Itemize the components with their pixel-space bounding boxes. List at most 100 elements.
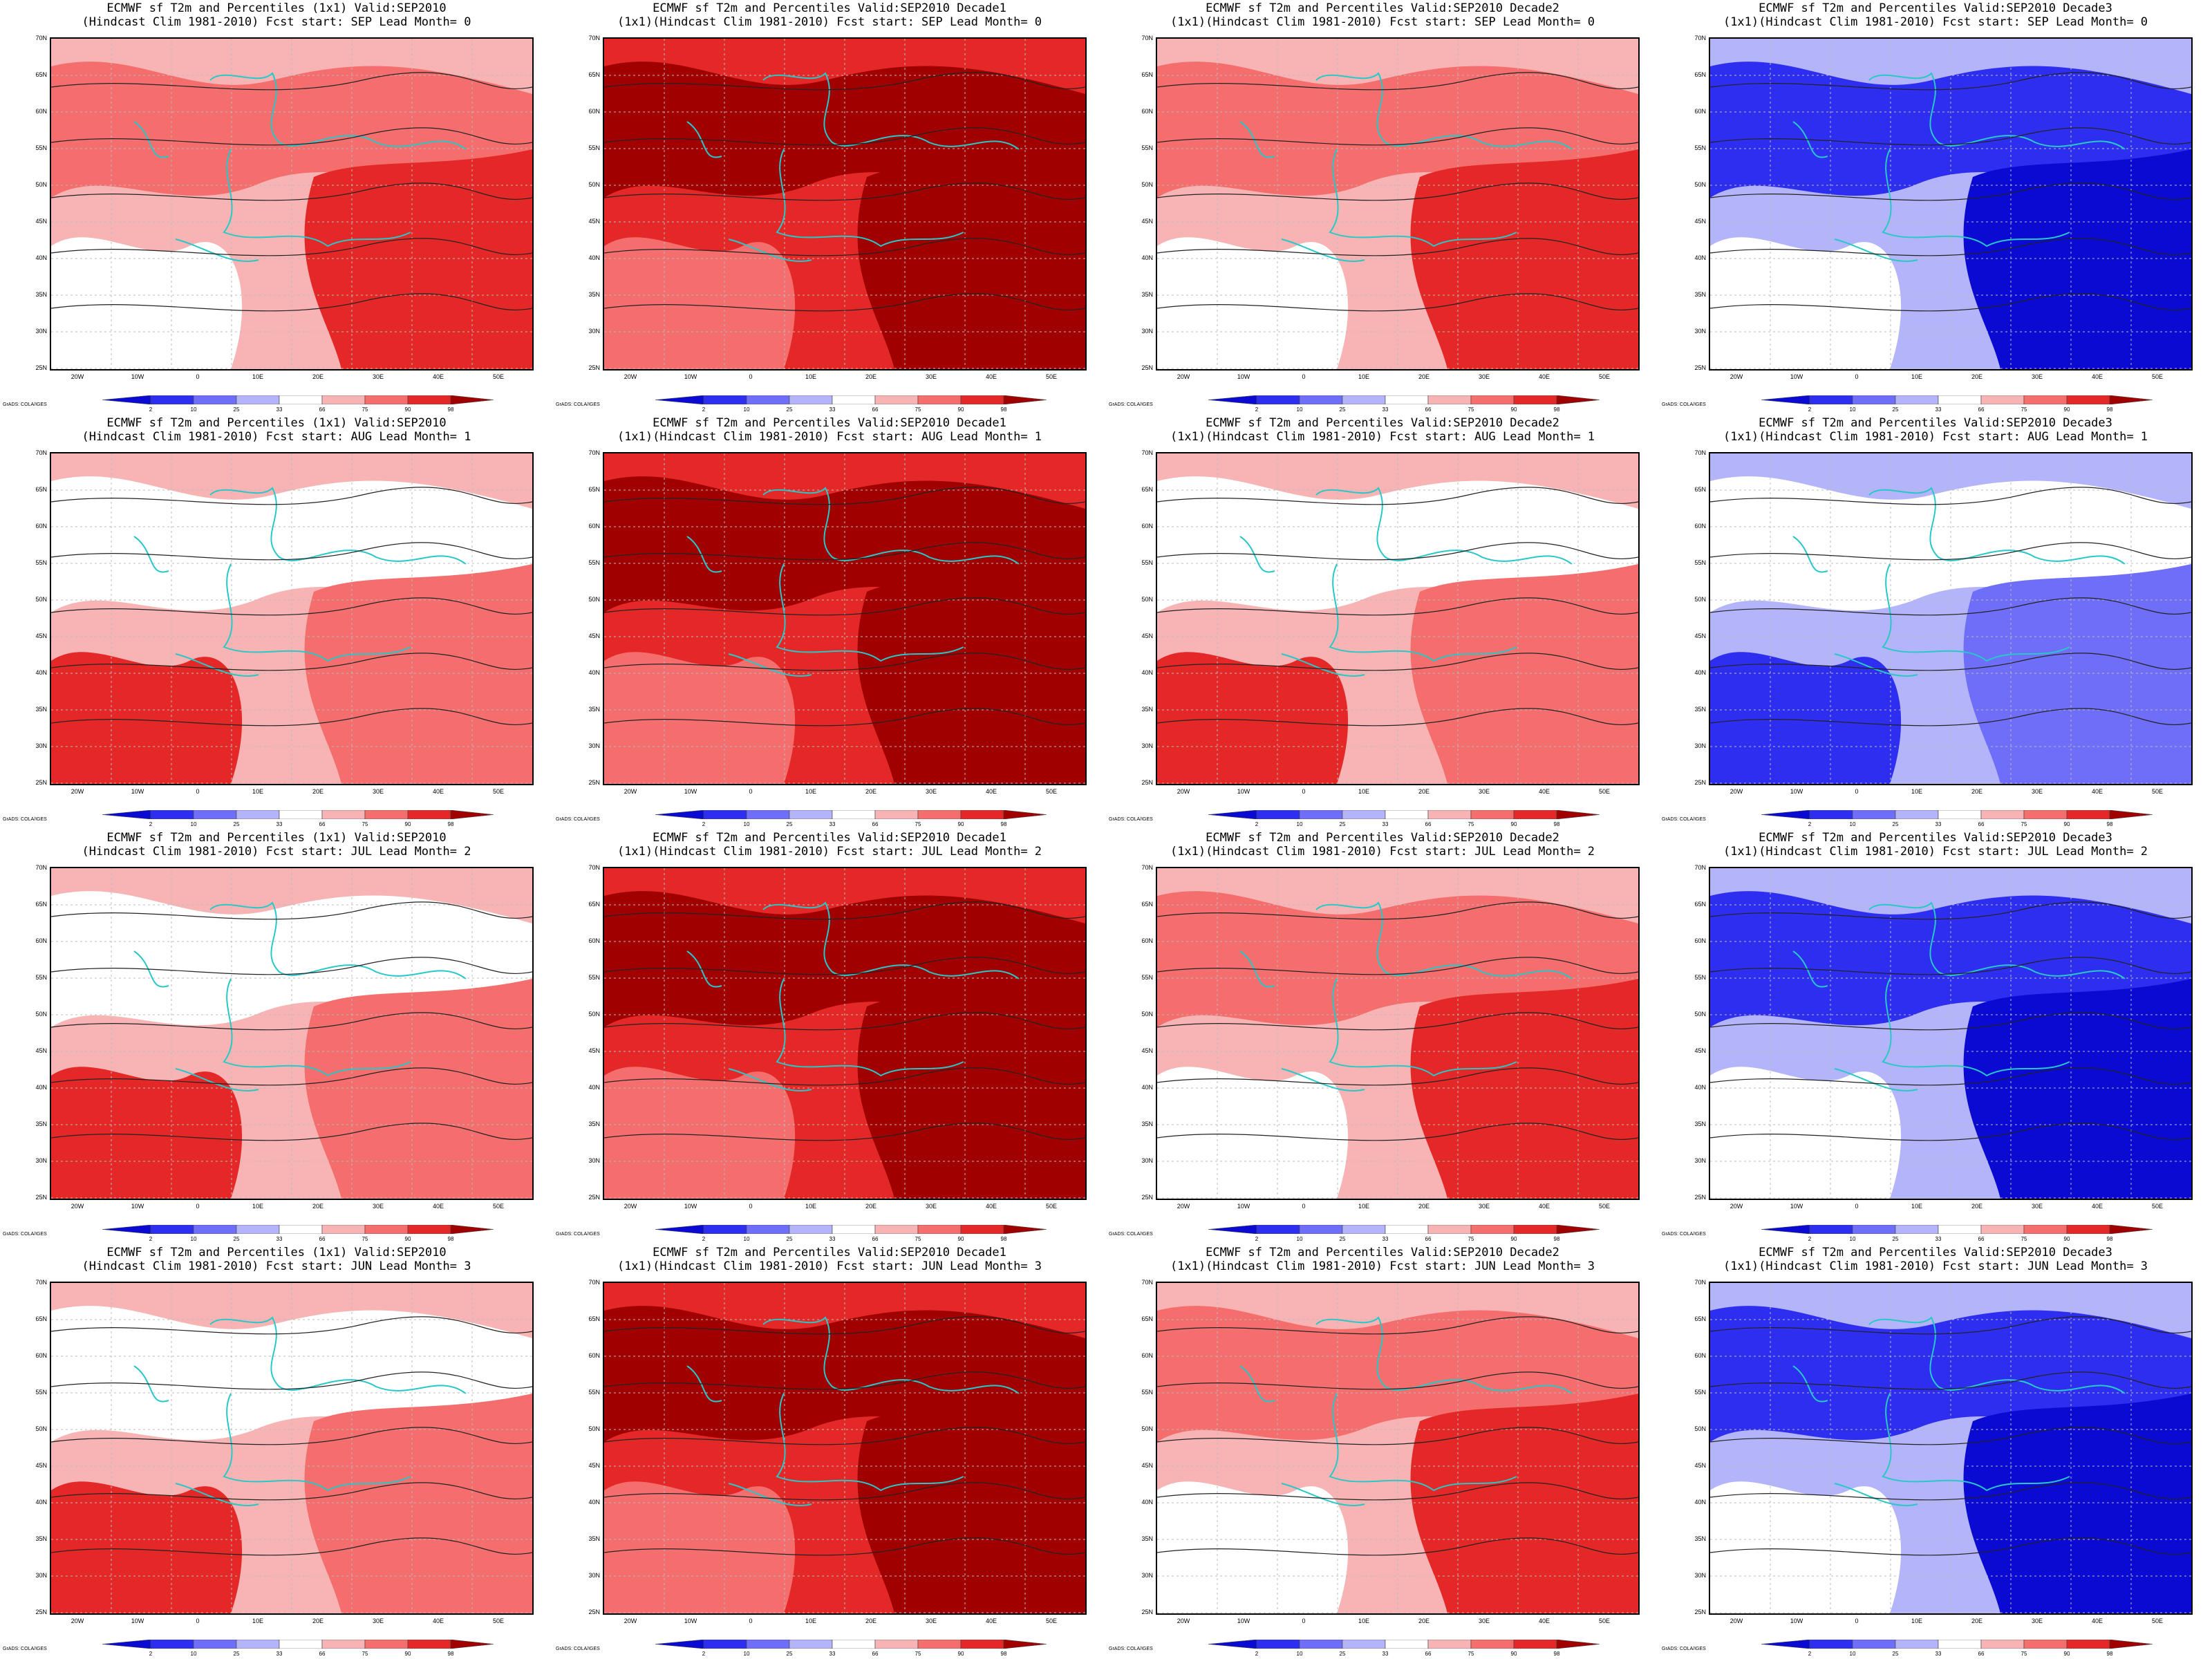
colorbar-label: 10 (743, 406, 750, 413)
panel-title: ECMWF sf T2m and Percentiles (1x1) Valid… (0, 1, 553, 29)
longitude-tick-label: 10W (684, 1618, 697, 1624)
colorbar-swatch (2066, 1640, 2110, 1649)
percentile-shading (857, 1394, 1085, 1613)
percentile-field (51, 39, 532, 369)
colorbar-label: 2 (1808, 1651, 1812, 1657)
colorbar-swatch (1208, 1640, 1257, 1649)
colorbar-swatch (1895, 395, 1939, 404)
longitude-tick-label: 40E (2091, 788, 2103, 795)
temperature-isoline (1710, 238, 2191, 256)
latitude-tick-label: 25N (1141, 1609, 1153, 1615)
colorbar-swatch (2023, 1225, 2068, 1234)
latitude-tick-label: 50N (35, 1011, 47, 1018)
map-panel: ECMWF sf T2m and Percentiles Valid:SEP20… (553, 1244, 1106, 1659)
colorbar-label: 75 (2021, 1651, 2027, 1657)
grads-credit: GrADS: COLA/IGES (556, 1232, 600, 1237)
latitude-tick-label: 65N (1141, 71, 1153, 78)
colorbar-swatch (236, 1640, 280, 1649)
grads-credit: GrADS: COLA/IGES (1109, 402, 1153, 407)
panel-subtitle-line: (1x1)(Hindcast Clim 1981-2010) Fcst star… (1723, 430, 2148, 444)
latitude-tick-label: 45N (35, 632, 47, 639)
colorbar-label: 98 (1000, 1651, 1007, 1657)
map-panel: ECMWF sf T2m and Percentiles Valid:SEP20… (553, 830, 1106, 1244)
map-plot-area (1156, 452, 1640, 785)
temperature-isoline (51, 1537, 532, 1556)
temperature-isoline (1157, 1012, 1638, 1031)
longitude-tick-label: 50E (1598, 1203, 1610, 1210)
temperature-isoline (51, 1316, 532, 1335)
longitude-tick-label: 20W (624, 1618, 637, 1624)
longitude-tick-label: 50E (492, 1618, 504, 1624)
latitude-tick-label: 45N (35, 1047, 47, 1054)
map-panel: ECMWF sf T2m and Percentiles Valid:SEP20… (1659, 830, 2212, 1244)
colorbar-label: 2 (1808, 1236, 1812, 1242)
temperature-isoline (604, 1482, 1085, 1501)
latitude-tick-label: 40N (1694, 1084, 1706, 1091)
colorbar-label: 66 (1425, 1236, 1432, 1242)
temperature-isoline (1157, 72, 1638, 91)
colorbar-label: 90 (2063, 406, 2070, 413)
colorbar-swatch (407, 810, 451, 819)
colorbar (1761, 395, 2153, 404)
temperature-isoline (1157, 1537, 1638, 1556)
colorbar-swatch (1208, 810, 1257, 819)
colorbar-label: 98 (2106, 1651, 2113, 1657)
panel-subtitle-line: (1x1)(Hindcast Clim 1981-2010) Fcst star… (617, 845, 1042, 859)
longitude-tick-label: 0 (1302, 1618, 1306, 1624)
longitude-tick-label: 30E (2031, 1618, 2043, 1624)
latitude-tick-label: 40N (1141, 254, 1153, 261)
panel-subtitle-line: (1x1)(Hindcast Clim 1981-2010) Fcst star… (617, 15, 1042, 29)
percentile-field (1710, 868, 2191, 1199)
map-plot-area (50, 1282, 534, 1615)
longitude-tick-label: 30E (925, 1618, 937, 1624)
colorbar-label: 25 (1339, 406, 1346, 413)
latitude-tick-label: 40N (35, 1084, 47, 1091)
temperature-isoline (1157, 1427, 1638, 1445)
colorbar-label: 90 (1510, 821, 1517, 827)
longitude-tick-label: 10E (252, 1203, 263, 1210)
colorbar-swatch (874, 395, 919, 404)
percentile-shading (1410, 979, 1638, 1199)
colorbar-label: 75 (362, 1651, 368, 1657)
latitude-tick-label: 55N (588, 559, 600, 566)
latitude-tick-label: 50N (1694, 181, 1706, 188)
colorbar-label: 10 (1296, 1651, 1303, 1657)
colorbar-label: 10 (1296, 1236, 1303, 1242)
colorbar-label: 66 (319, 406, 326, 413)
longitude-tick-label: 10W (131, 373, 144, 380)
panel-title: ECMWF sf T2m and Percentiles Valid:SEP20… (1106, 1246, 1659, 1273)
colorbar-swatch (1556, 395, 1600, 404)
latitude-tick-label: 25N (35, 364, 47, 371)
colorbar-swatch (1299, 395, 1343, 404)
colorbar-label: 25 (1339, 1236, 1346, 1242)
colorbar-swatch (2066, 810, 2110, 819)
colorbar-label: 66 (319, 1651, 326, 1657)
colorbar-swatch (1427, 395, 1472, 404)
longitude-tick-label: 20W (1177, 373, 1190, 380)
colorbar-swatch (236, 810, 280, 819)
colorbar-swatch (407, 395, 451, 404)
colorbar-swatch (1256, 1225, 1300, 1234)
panel-subtitle-line: (Hindcast Clim 1981-2010) Fcst start: JU… (82, 845, 471, 859)
colorbar-swatch (279, 395, 323, 404)
latitude-tick-label: 30N (1141, 1572, 1153, 1579)
latitude-tick-label: 40N (35, 669, 47, 676)
grads-credit: GrADS: COLA/IGES (556, 1647, 600, 1651)
colorbar-swatch (1895, 1225, 1939, 1234)
latitude-tick-label: 65N (35, 901, 47, 908)
colorbar-swatch (150, 810, 194, 819)
latitude-tick-label: 65N (588, 1315, 600, 1322)
colorbar-swatch (321, 395, 366, 404)
panel-subtitle-line: (1x1)(Hindcast Clim 1981-2010) Fcst star… (617, 430, 1042, 444)
latitude-tick-label: 50N (1141, 1425, 1153, 1432)
latitude-tick-label: 25N (1141, 1194, 1153, 1201)
longitude-tick-label: 10E (1911, 788, 1922, 795)
colorbar-swatch (1513, 810, 1557, 819)
temperature-isoline (51, 1427, 532, 1445)
temperature-isoline (1710, 1427, 2191, 1445)
colorbar-label: 2 (702, 1236, 706, 1242)
latitude-tick-label: 65N (1141, 486, 1153, 493)
temperature-isoline (1710, 72, 2191, 91)
latitude-tick-label: 40N (588, 1499, 600, 1506)
latitude-tick-label: 65N (1694, 71, 1706, 78)
